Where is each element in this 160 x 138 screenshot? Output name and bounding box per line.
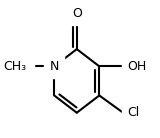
- Text: CH₃: CH₃: [3, 60, 26, 73]
- Text: Cl: Cl: [127, 106, 139, 119]
- Text: N: N: [50, 60, 59, 73]
- Text: OH: OH: [127, 60, 146, 73]
- Text: O: O: [72, 7, 82, 20]
